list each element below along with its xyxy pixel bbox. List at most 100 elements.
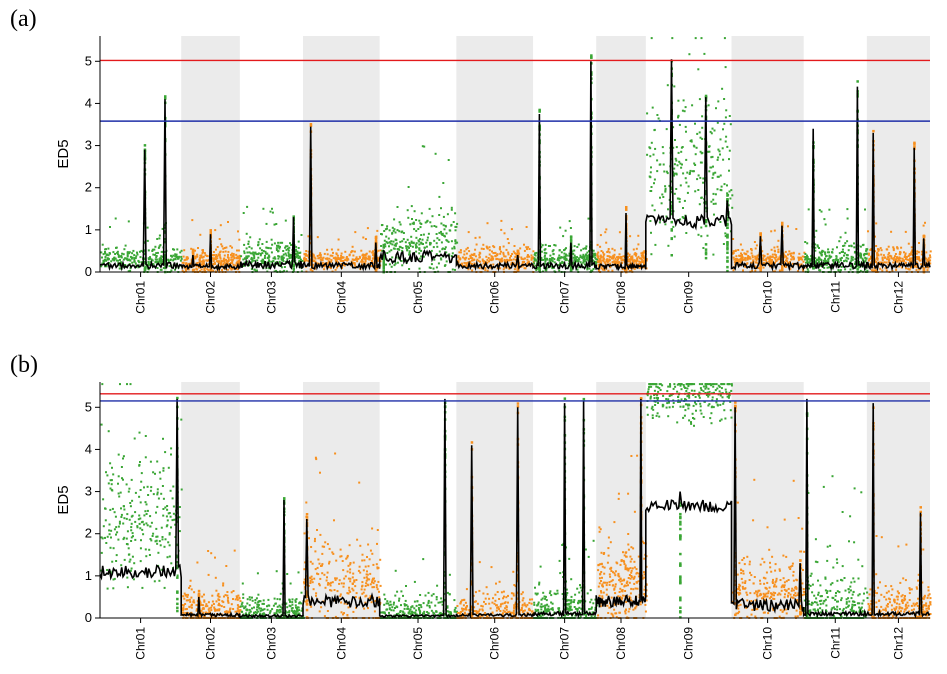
data-point: [694, 190, 697, 193]
data-point: [111, 466, 113, 469]
data-point: [117, 492, 120, 495]
data-point: [886, 258, 889, 261]
data-point: [146, 524, 149, 527]
data-point: [673, 192, 676, 195]
data-point: [450, 208, 453, 211]
data-point: [149, 260, 152, 263]
data-point: [616, 261, 619, 264]
data-point: [773, 229, 776, 232]
data-point: [844, 268, 847, 271]
data-point: [348, 589, 351, 592]
data-point: [494, 255, 497, 258]
data-point: [371, 579, 374, 582]
data-point: [154, 472, 156, 475]
data-point: [279, 262, 282, 265]
data-point: [339, 595, 342, 598]
data-point: [329, 584, 332, 587]
data-point: [130, 536, 133, 539]
data-point: [313, 259, 315, 262]
data-point: [598, 259, 601, 262]
data-point: [104, 519, 107, 522]
data-point: [144, 548, 147, 551]
data-point: [112, 473, 115, 476]
data-point: [476, 258, 479, 261]
data-point: [215, 258, 217, 261]
data-point: [219, 257, 222, 260]
data-point: [247, 240, 250, 243]
data-point: [162, 508, 165, 510]
data-point: [722, 158, 725, 161]
data-point: [326, 576, 328, 579]
data-point: [625, 206, 628, 209]
data-point: [143, 514, 146, 517]
data-point: [506, 258, 508, 261]
data-point: [591, 252, 594, 255]
data-point: [885, 248, 888, 251]
data-point: [362, 255, 365, 258]
data-point: [226, 268, 229, 271]
data-point: [781, 265, 784, 268]
data-point: [474, 248, 477, 251]
data-point: [330, 260, 333, 263]
data-point: [120, 507, 122, 510]
data-point: [687, 185, 690, 188]
data-point: [226, 594, 229, 597]
data-point: [164, 240, 167, 244]
data-point: [429, 221, 432, 224]
data-point: [303, 253, 306, 256]
data-point: [497, 258, 500, 261]
data-point: [438, 195, 441, 198]
data-point: [704, 243, 708, 246]
data-point: [140, 249, 143, 252]
data-point: [393, 247, 396, 250]
data-point: [530, 258, 533, 261]
data-point: [295, 598, 298, 601]
data-point: [385, 263, 387, 266]
data-point: [363, 559, 366, 562]
data-point: [109, 546, 112, 549]
data-point: [587, 217, 590, 220]
data-point: [250, 261, 253, 264]
data-point: [534, 252, 537, 255]
data-point: [837, 258, 840, 261]
data-point: [435, 253, 438, 256]
data-point: [795, 228, 798, 230]
data-point: [881, 259, 884, 261]
data-point: [321, 257, 324, 260]
data-point: [387, 237, 390, 240]
data-point: [172, 254, 175, 257]
data-point: [710, 166, 713, 169]
data-point: [563, 257, 566, 260]
data-point: [300, 602, 303, 605]
data-point: [600, 262, 603, 264]
data-point: [750, 248, 752, 250]
data-point: [136, 251, 138, 254]
chromosome-band: [866, 36, 930, 272]
data-point: [553, 244, 556, 246]
data-point: [824, 223, 827, 226]
data-point: [565, 253, 567, 256]
data-point: [356, 538, 359, 541]
data-point: [643, 256, 645, 259]
data-point: [345, 257, 348, 260]
data-point: [323, 265, 326, 268]
data-point: [238, 238, 241, 241]
data-point: [496, 257, 499, 260]
data-point: [319, 254, 322, 256]
data-point: [672, 174, 675, 177]
data-point: [404, 241, 407, 244]
data-point: [750, 249, 753, 252]
data-point: [751, 256, 754, 259]
data-point: [110, 260, 113, 263]
data-point: [217, 598, 220, 601]
data-point: [553, 261, 556, 264]
data-point: [122, 258, 125, 261]
data-point: [324, 257, 327, 260]
data-point: [603, 253, 606, 256]
data-point: [334, 577, 337, 580]
data-point: [408, 246, 410, 249]
data-point: [675, 188, 678, 190]
data-point: [814, 262, 817, 265]
data-point: [892, 246, 895, 249]
data-point: [159, 262, 162, 265]
